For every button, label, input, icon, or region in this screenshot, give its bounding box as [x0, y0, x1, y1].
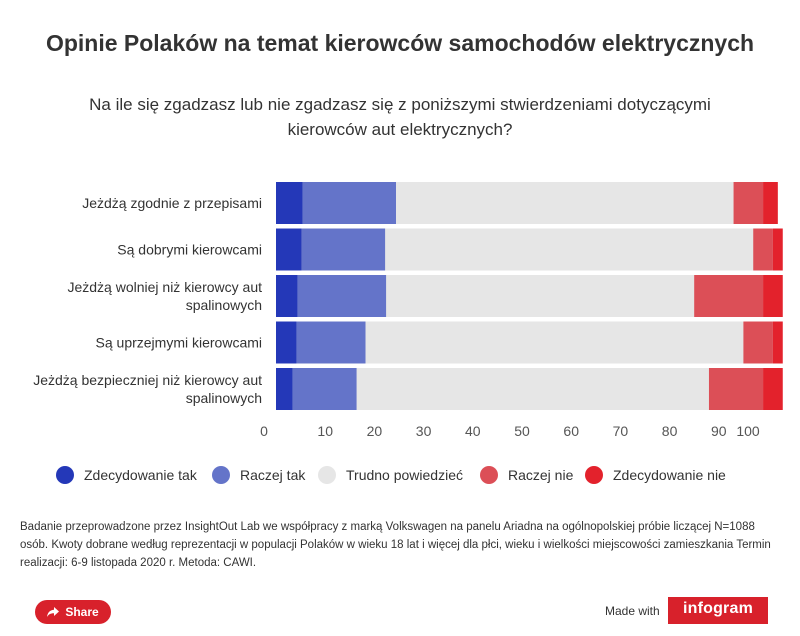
bar-segment[interactable] — [297, 275, 387, 317]
legend-label: Raczej tak — [240, 467, 306, 483]
legend-swatch — [56, 466, 74, 484]
x-tick-label: 40 — [465, 423, 481, 439]
bar-segment[interactable] — [763, 368, 783, 410]
legend-item[interactable]: Trudno powiedzieć — [318, 466, 463, 484]
category-label: Jeżdżą wolniej niż kierowcy aut spalinowy… — [67, 279, 262, 313]
bar-segment[interactable] — [386, 275, 695, 317]
source-note: Badanie przeprowadzone przez InsightOut … — [20, 521, 771, 569]
infogram-logo[interactable]: infogram — [668, 597, 768, 624]
category-label: Jeżdżą zgodnie z przepisami — [82, 195, 262, 211]
category-label: Są dobrymi kierowcami — [117, 242, 262, 258]
bar-segment[interactable] — [694, 275, 764, 317]
bar-segment[interactable] — [356, 368, 709, 410]
legend: Zdecydowanie tak Raczej tak Trudno powiedz… — [0, 466, 800, 490]
chart-title: Opinie Polaków na temat kierowców samoch… — [45, 30, 755, 56]
category-label: Są uprzejmymi kierowcami — [96, 335, 262, 351]
legend-item[interactable]: Raczej tak — [212, 466, 305, 484]
bar-segment[interactable] — [772, 321, 783, 364]
bar-segment[interactable] — [365, 321, 744, 364]
legend-label: Trudno powiedzieć — [346, 467, 463, 483]
share-icon — [47, 607, 60, 617]
bar-segment[interactable] — [743, 321, 773, 364]
category-label-line: spalinowych — [186, 297, 262, 313]
bar-segment[interactable] — [733, 182, 764, 224]
share-button[interactable]: Share — [35, 600, 111, 624]
bar-segment[interactable] — [302, 182, 397, 224]
bar-segment[interactable] — [763, 275, 783, 317]
made-with-text: Made with — [605, 604, 660, 618]
bar-segment[interactable] — [276, 228, 302, 271]
bar-segment[interactable] — [292, 368, 357, 410]
bar-segment[interactable] — [276, 321, 297, 364]
x-tick-label: 50 — [514, 423, 530, 439]
x-tick-label: 80 — [662, 423, 678, 439]
category-label-line: Są uprzejmymi kierowcami — [96, 335, 262, 351]
legend-swatch — [212, 466, 230, 484]
x-tick-label: 90 — [711, 423, 727, 439]
category-label-line: spalinowych — [186, 390, 262, 406]
category-label: Jeżdżą bezpieczniej niż kierowcy aut spal… — [33, 372, 262, 406]
legend-item[interactable]: Raczej nie — [480, 466, 573, 484]
category-label-line: Jeżdżą wolniej niż kierowcy aut — [67, 279, 262, 295]
x-tick-label: 70 — [613, 423, 629, 439]
category-label-line: Jeżdżą bezpieczniej niż kierowcy aut — [33, 372, 262, 388]
legend-item[interactable]: Zdecydowanie nie — [585, 466, 726, 484]
bar-segment[interactable] — [396, 182, 734, 224]
x-tick-label: 100 — [736, 423, 760, 439]
legend-swatch — [585, 466, 603, 484]
legend-swatch — [480, 466, 498, 484]
stacked-bar-chart: Jeżdżą zgodnie z przepisami Są dobrymi ki… — [33, 182, 783, 439]
bar-segment[interactable] — [276, 368, 293, 410]
legend-label: Raczej nie — [508, 467, 574, 483]
share-label: Share — [65, 605, 99, 619]
bar-segment[interactable] — [763, 182, 778, 224]
bar-segment[interactable] — [753, 228, 773, 271]
bar-segment[interactable] — [296, 321, 366, 364]
bar-segment[interactable] — [276, 275, 298, 317]
legend-label: Zdecydowanie tak — [84, 467, 197, 483]
bar-segment[interactable] — [385, 228, 754, 271]
category-label-line: Są dobrymi kierowcami — [117, 242, 262, 258]
bar-segment[interactable] — [301, 228, 386, 271]
infogram-logo-text: infogram — [682, 600, 754, 617]
legend-item[interactable]: Zdecydowanie tak — [56, 466, 197, 484]
legend-swatch — [318, 466, 336, 484]
category-label-line: Jeżdżą zgodnie z przepisami — [82, 195, 262, 211]
x-tick-label: 30 — [416, 423, 432, 439]
chart-subtitle: Na ile się zgadzasz lub nie zgadzasz się… — [89, 95, 711, 139]
x-tick-label: 0 — [260, 423, 268, 439]
x-tick-label: 10 — [317, 423, 333, 439]
bar-segment[interactable] — [708, 368, 764, 410]
bar-segment[interactable] — [772, 228, 783, 271]
x-tick-label: 60 — [563, 423, 579, 439]
x-tick-label: 20 — [367, 423, 383, 439]
legend-label: Zdecydowanie nie — [613, 467, 726, 483]
bar-segment[interactable] — [276, 182, 303, 224]
